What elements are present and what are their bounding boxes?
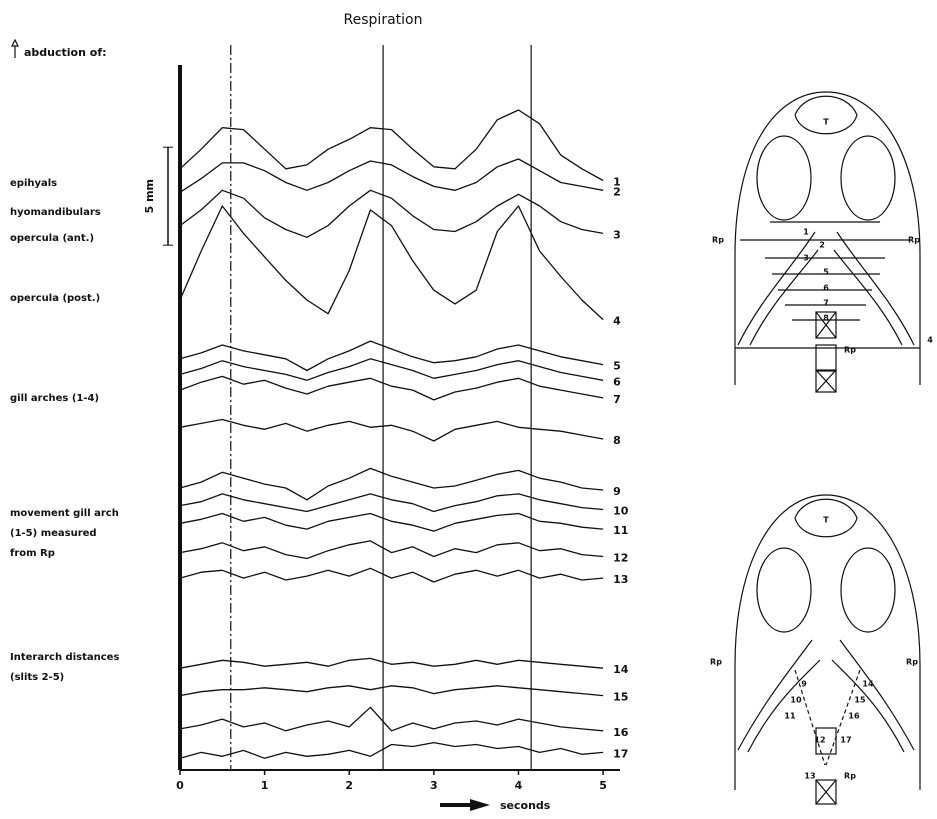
trace	[179, 467, 604, 501]
trace	[179, 540, 604, 560]
y-label: abduction of:	[24, 46, 107, 59]
x-tick-label: 2	[345, 779, 353, 792]
trace-group-label: (slits 2-5)	[10, 672, 64, 683]
trace	[179, 205, 604, 321]
trace-group-label: hyomandibulars	[10, 207, 101, 218]
trace-group-label: movement gill arch	[10, 508, 119, 519]
trace-label: 12	[613, 552, 628, 565]
diagram-label: 12	[814, 736, 825, 745]
trace-label: 17	[613, 747, 628, 760]
trace	[179, 512, 604, 532]
trace	[179, 358, 604, 381]
trace-label: 9	[613, 485, 621, 498]
diagram-label: Rp	[712, 236, 724, 245]
diagram-label: Rp	[710, 658, 722, 667]
trace-group-label: epihyals	[10, 178, 57, 189]
trace	[179, 189, 604, 238]
diagram-label: 2	[819, 241, 825, 250]
chart-title: Respiration	[344, 12, 423, 28]
trace	[179, 375, 604, 401]
trace	[179, 741, 604, 759]
diagram-label: 10	[790, 696, 802, 705]
diagram-label: T	[823, 118, 829, 127]
trace	[179, 158, 604, 193]
diagram-label: 8	[823, 314, 829, 323]
diagram-label: Rp	[906, 658, 918, 667]
diagram-label: Rp	[844, 346, 856, 355]
diagram-label: 13	[804, 772, 815, 781]
diagram-label: 4	[927, 336, 933, 345]
trace-label: 4	[613, 315, 621, 328]
diagram-bottom	[734, 494, 921, 805]
diagram-label: 6	[823, 284, 829, 293]
trace	[179, 340, 604, 372]
x-tick-label: 1	[261, 779, 269, 792]
trace-group-label: opercula (ant.)	[10, 233, 94, 244]
diagram-label: 1	[803, 228, 809, 237]
x-tick-label: 0	[176, 779, 184, 792]
trace-label: 15	[613, 691, 628, 704]
x-arrow-head	[470, 799, 490, 811]
diagram-top	[734, 91, 921, 393]
trace-label: 8	[613, 434, 621, 447]
trace-label: 16	[613, 726, 629, 739]
x-tick-label: 5	[599, 779, 607, 792]
diagram-label: 15	[854, 696, 866, 705]
trace-label: 6	[613, 375, 621, 388]
x-tick-label: 4	[515, 779, 523, 792]
diagram-label: 9	[801, 680, 807, 689]
up-arrow	[11, 38, 19, 58]
diagram-label: T	[823, 516, 829, 525]
trace-label: 10	[613, 505, 629, 518]
diagram-label: 5	[823, 268, 829, 277]
diagram-label: 16	[848, 712, 860, 721]
trace	[179, 685, 604, 697]
x-tick-label: 3	[430, 779, 438, 792]
diagram-label: 17	[840, 736, 851, 745]
trace-group-label: gill arches (1-4)	[10, 393, 99, 404]
diagram-label: Rp	[844, 772, 856, 781]
trace-label: 3	[613, 228, 621, 241]
trace-label: 11	[613, 524, 628, 537]
trace	[179, 706, 604, 732]
trace-group-label: (1-5) measured	[10, 528, 97, 539]
trace	[179, 418, 604, 442]
trace-label: 5	[613, 360, 621, 373]
trace-label: 1	[613, 176, 621, 189]
diagram-label: 14	[862, 680, 874, 689]
trace-group-label: Interarch distances	[10, 652, 119, 663]
x-label: seconds	[500, 799, 551, 812]
trace	[179, 657, 604, 669]
trace-label: 2	[613, 185, 621, 198]
trace	[179, 493, 604, 513]
trace-group-label: from Rp	[10, 548, 55, 559]
diagram-label: 3	[803, 254, 809, 263]
trace-group-label: opercula (post.)	[10, 293, 100, 304]
diagram-label: Rp	[908, 236, 920, 245]
scale-label: 5 mm	[143, 179, 156, 213]
trace	[179, 567, 604, 583]
trace	[179, 109, 604, 182]
diagram-label: 7	[823, 299, 829, 308]
trace-label: 14	[613, 663, 629, 676]
diagram-label: 11	[784, 712, 796, 721]
trace-label: 13	[613, 573, 628, 586]
trace-label: 7	[613, 393, 621, 406]
